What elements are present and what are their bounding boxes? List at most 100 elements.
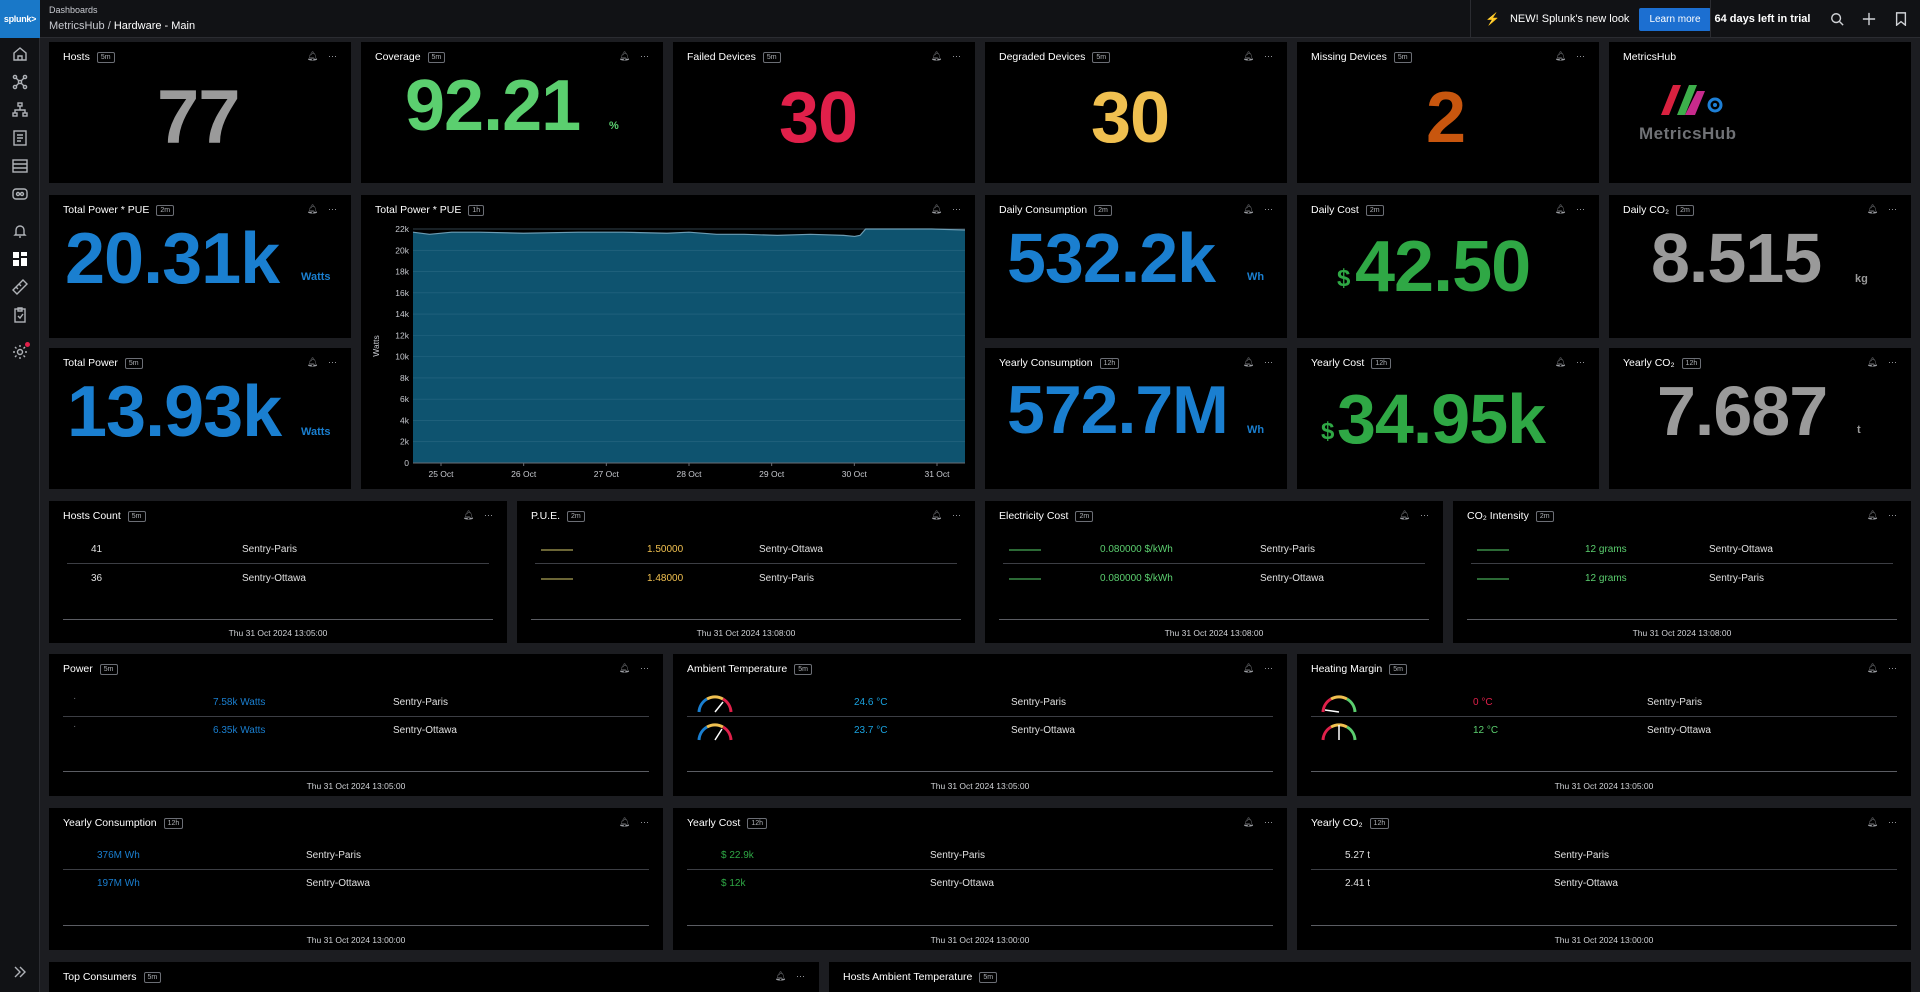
area-chart[interactable]: 0 2k 4k 6k 8k 10k 12k 14k 16k 18k 20k 22k Watts 25 Oc… [361, 195, 975, 489]
breadcrumb-page: Hardware - Main [113, 20, 196, 32]
bell-icon[interactable]: 🔔︎ [930, 51, 942, 61]
more-icon[interactable]: ⋯ [328, 204, 337, 214]
more-icon[interactable]: ⋯ [1420, 510, 1429, 520]
more-icon[interactable]: ⋯ [328, 51, 337, 61]
table-row[interactable]: 197M Wh Sentry-Ottawa [63, 870, 649, 898]
trial-status[interactable]: 64 days left in trial [1710, 0, 1814, 38]
more-icon[interactable]: ⋯ [1888, 663, 1897, 673]
bell-icon[interactable]: 🔔︎ [462, 510, 474, 520]
breadcrumb-app[interactable]: MetricsHub [49, 20, 105, 32]
refresh-badge: 2m [1075, 510, 1094, 522]
learn-more-button[interactable]: Learn more [1639, 7, 1711, 31]
bell-icon[interactable]: 🔔︎ [618, 51, 630, 61]
more-icon[interactable]: ⋯ [1888, 357, 1897, 367]
refresh-badge: 5m [99, 663, 118, 675]
tile-title: Total Power [63, 357, 118, 369]
bell-icon[interactable]: 🔔︎ [1554, 357, 1566, 367]
apps-icon[interactable] [11, 73, 29, 91]
bell-icon[interactable]: 🔔︎ [774, 971, 786, 981]
more-icon[interactable]: ⋯ [1888, 510, 1897, 520]
more-icon[interactable]: ⋯ [1576, 204, 1585, 214]
more-icon[interactable]: ⋯ [640, 817, 649, 827]
expand-nav-icon[interactable] [11, 963, 29, 981]
ruler-icon[interactable] [11, 278, 29, 296]
table-row[interactable]: 2.41 t Sentry-Ottawa [1311, 870, 1897, 898]
more-icon[interactable]: ⋯ [952, 510, 961, 520]
more-icon[interactable]: ⋯ [796, 971, 805, 981]
bell-icon[interactable]: 🔔︎ [1554, 51, 1566, 61]
bell-icon[interactable]: 🔔︎ [306, 357, 318, 367]
more-icon[interactable]: ⋯ [1576, 357, 1585, 367]
table-row[interactable]: 23.7 °C Sentry-Ottawa [687, 717, 1273, 745]
table-row[interactable]: 0.080000 $/kWh Sentry-Paris [1003, 536, 1425, 564]
dashboards-icon[interactable] [11, 250, 29, 268]
bell-icon[interactable]: 🔔︎ [306, 51, 318, 61]
home-icon[interactable] [11, 45, 29, 63]
search-nav-icon[interactable] [11, 185, 29, 203]
bell-icon[interactable]: 🔔︎ [306, 204, 318, 214]
table-row[interactable]: 0 °C Sentry-Paris [1311, 689, 1897, 717]
table-row[interactable]: 41 Sentry-Paris [67, 536, 489, 564]
datasets-icon[interactable] [11, 157, 29, 175]
table-row[interactable]: 12 °C Sentry-Ottawa [1311, 717, 1897, 745]
bookmark-icon[interactable] [1892, 10, 1910, 28]
bell-icon[interactable]: 🔔︎ [1866, 817, 1878, 827]
bell-icon[interactable]: 🔔︎ [1866, 357, 1878, 367]
search-icon[interactable] [1828, 10, 1846, 28]
table-row[interactable]: 36 Sentry-Ottawa [67, 565, 489, 593]
bell-icon[interactable]: 🔔︎ [1866, 204, 1878, 214]
more-icon[interactable]: ⋯ [952, 204, 961, 214]
more-icon[interactable]: ⋯ [1264, 357, 1273, 367]
sparkline [541, 549, 573, 551]
bell-icon[interactable]: 🔔︎ [1398, 510, 1410, 520]
more-icon[interactable]: ⋯ [1888, 204, 1897, 214]
more-icon[interactable]: ⋯ [1264, 204, 1273, 214]
reports-icon[interactable] [11, 129, 29, 147]
tile-title: Total Power * PUE [63, 204, 150, 216]
settings-icon[interactable] [11, 342, 30, 361]
row-site: Sentry-Ottawa [1647, 725, 1711, 736]
table-row[interactable]: 0.080000 $/kWh Sentry-Ottawa [1003, 565, 1425, 593]
bell-icon[interactable]: 🔔︎ [1866, 663, 1878, 673]
more-icon[interactable]: ⋯ [1264, 817, 1273, 827]
more-icon[interactable]: ⋯ [1888, 817, 1897, 827]
bell-icon[interactable]: 🔔︎ [1242, 357, 1254, 367]
table-row[interactable]: $ 12k Sentry-Ottawa [687, 870, 1273, 898]
bell-icon[interactable]: 🔔︎ [618, 817, 630, 827]
bell-icon[interactable]: 🔔︎ [1242, 817, 1254, 827]
yearly-cost-panel: Yearly Cost 12h 🔔︎ ⋯ $ 22.9k Sentry-Paris $… [673, 808, 1287, 950]
yearly-co2-panel: Yearly CO₂ 12h 🔔︎ ⋯ 5.27 t Sentry-Paris 2.4… [1297, 808, 1911, 950]
table-row[interactable]: 376M Wh Sentry-Paris [63, 842, 649, 870]
table-row[interactable]: 1.48000 Sentry-Paris [535, 565, 957, 593]
alerts-icon[interactable] [11, 222, 29, 240]
more-icon[interactable]: ⋯ [1576, 51, 1585, 61]
more-icon[interactable]: ⋯ [484, 510, 493, 520]
more-icon[interactable]: ⋯ [328, 357, 337, 367]
clipboard-icon[interactable] [11, 306, 29, 324]
table-row[interactable]: 12 grams Sentry-Ottawa [1471, 536, 1893, 564]
table-row[interactable]: 1.50000 Sentry-Ottawa [535, 536, 957, 564]
bell-icon[interactable]: 🔔︎ [930, 510, 942, 520]
more-icon[interactable]: ⋯ [640, 51, 649, 61]
bell-icon[interactable]: 🔔︎ [1242, 663, 1254, 673]
breadcrumb-root[interactable]: Dashboards [49, 5, 98, 15]
table-row[interactable]: 24.6 °C Sentry-Paris [687, 689, 1273, 717]
splunk-logo[interactable]: splunk> [0, 0, 40, 38]
bell-icon[interactable]: 🔔︎ [930, 204, 942, 214]
add-icon[interactable] [1860, 10, 1878, 28]
more-icon[interactable]: ⋯ [1264, 51, 1273, 61]
more-icon[interactable]: ⋯ [640, 663, 649, 673]
bell-icon[interactable]: 🔔︎ [618, 663, 630, 673]
more-icon[interactable]: ⋯ [1264, 663, 1273, 673]
bell-icon[interactable]: 🔔︎ [1242, 51, 1254, 61]
table-row[interactable]: 12 grams Sentry-Paris [1471, 565, 1893, 593]
more-icon[interactable]: ⋯ [952, 51, 961, 61]
table-row[interactable]: · 7.58k Watts Sentry-Paris [63, 689, 649, 717]
bell-icon[interactable]: 🔔︎ [1866, 510, 1878, 520]
table-row[interactable]: 5.27 t Sentry-Paris [1311, 842, 1897, 870]
bell-icon[interactable]: 🔔︎ [1554, 204, 1566, 214]
table-row[interactable]: $ 22.9k Sentry-Paris [687, 842, 1273, 870]
hierarchy-icon[interactable] [11, 101, 29, 119]
bell-icon[interactable]: 🔔︎ [1242, 204, 1254, 214]
table-row[interactable]: · 6.35k Watts Sentry-Ottawa [63, 717, 649, 745]
